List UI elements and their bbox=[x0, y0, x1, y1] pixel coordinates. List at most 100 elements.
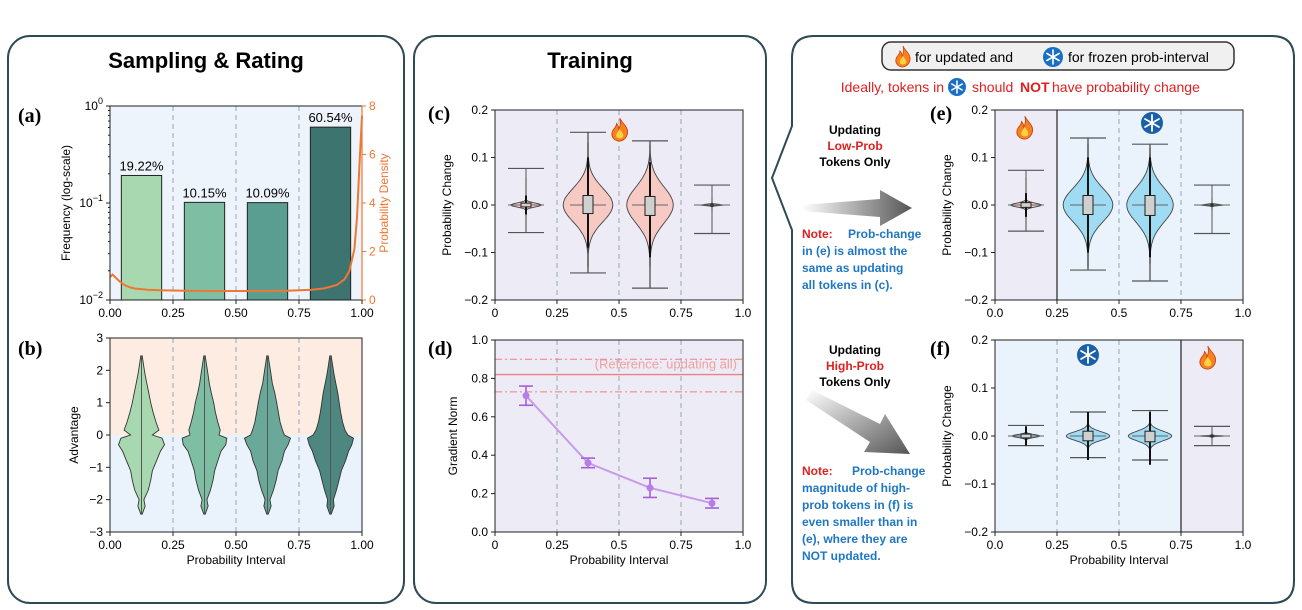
x-tick-label: 0.75 bbox=[287, 538, 311, 552]
y-tick-label: 0.2 bbox=[971, 333, 988, 347]
fire-icon bbox=[1199, 345, 1217, 370]
note-bottom-label: Note: bbox=[802, 464, 833, 478]
y-axis-label: Gradient Norm bbox=[446, 397, 460, 476]
chart-c: −0.2 −0.1 0.0 0.1 0.2 0 0.25 0.5 0.75 1.0 Probabil… bbox=[428, 103, 752, 320]
y-tick-label: −2 bbox=[89, 493, 103, 507]
y-tick-label: 0.0 bbox=[971, 429, 988, 443]
y-tick-label: −1 bbox=[89, 460, 103, 474]
x-tick-label: 0.5 bbox=[611, 306, 628, 320]
x-axis-label: Probability Interval bbox=[570, 553, 669, 567]
x-tick-label: 0.50 bbox=[224, 538, 248, 552]
y-tick-label: 0.1 bbox=[971, 381, 988, 395]
snowflake-icon bbox=[1141, 112, 1163, 134]
y-tick-label: −0.2 bbox=[964, 525, 988, 539]
arrow-top-line2: Low-Prob bbox=[827, 139, 882, 153]
y-axis-label: Probability Change bbox=[940, 154, 954, 256]
y2-tick-label: 8 bbox=[369, 99, 376, 113]
y-tick-label: 1 bbox=[96, 396, 103, 410]
violin-box bbox=[1144, 195, 1156, 216]
x-tick-label: 0.25 bbox=[1045, 538, 1069, 552]
ideal-text-part4: have probability change bbox=[1052, 79, 1200, 95]
y-tick-label: −0.1 bbox=[964, 246, 988, 260]
note-top: Note: Prob-change in (e) is almost the s… bbox=[802, 227, 922, 292]
bar bbox=[120, 174, 163, 301]
y-tick-label: −0.2 bbox=[964, 293, 988, 307]
x-axis-label: Probability Interval bbox=[1070, 553, 1169, 567]
y-tick-label: 0.0 bbox=[971, 198, 988, 212]
x-tick-label: 1.0 bbox=[735, 306, 752, 320]
violin-box bbox=[1082, 430, 1094, 442]
violin-dot bbox=[1210, 434, 1214, 438]
x-tick-label: 0.0 bbox=[987, 306, 1004, 320]
chart-a: 19.22% 10.15% 10.09% 60.54% 0 2 4 6 8 10−2 10−1 100… bbox=[18, 96, 391, 320]
snowflake-icon-arm bbox=[1144, 118, 1160, 128]
panel-label: (c) bbox=[428, 103, 450, 125]
reference-label: (Reference: updating all) bbox=[595, 357, 737, 372]
y-tick-label: 0 bbox=[96, 428, 103, 442]
x-tick-label: 0.25 bbox=[545, 306, 569, 320]
violin-dot bbox=[710, 203, 714, 207]
x-tick-label: 0.5 bbox=[1111, 538, 1128, 552]
ideal-text-part2: should bbox=[972, 79, 1013, 95]
x-tick-label: 0 bbox=[492, 538, 499, 552]
y2-tick-label: 4 bbox=[369, 196, 376, 210]
panel-label: (b) bbox=[18, 338, 42, 360]
x-axis-label: Probability Interval bbox=[187, 553, 286, 567]
violin-box bbox=[1020, 202, 1032, 208]
y-axis-label: Probability Change bbox=[940, 385, 954, 487]
ideal-snowflake-icon bbox=[948, 78, 966, 96]
x-tick-label: 0.5 bbox=[1111, 306, 1128, 320]
x-tick-label: 1.0 bbox=[1235, 538, 1252, 552]
y2-tick-label: 0 bbox=[369, 293, 376, 307]
violin-box bbox=[582, 195, 594, 215]
chart-f: −0.2 −0.1 0.0 0.1 0.2 0.0 0.25 0.5 0.75 1.0 Probab… bbox=[930, 333, 1252, 567]
arrow-bottom bbox=[806, 390, 910, 454]
note-bottom-line: Prob-change bbox=[852, 464, 926, 478]
y-tick-label: 0.2 bbox=[471, 103, 488, 117]
x-tick-label: 0.50 bbox=[224, 306, 248, 320]
bar-data-label: 60.54% bbox=[308, 110, 353, 125]
bar bbox=[246, 202, 289, 301]
y-axis-label: Frequency (log-scale) bbox=[59, 145, 73, 261]
charts-layer: 19.22%10.15% 10.09%60.54%0246810−210−1100… bbox=[18, 96, 1252, 567]
arrow-top-line1: Updating bbox=[829, 123, 881, 137]
note-top-line: same as updating bbox=[802, 261, 903, 275]
violin-box bbox=[1144, 430, 1156, 443]
x-tick-label: 0.25 bbox=[545, 538, 569, 552]
y-tick-label: 0.2 bbox=[471, 487, 488, 501]
note-top-label: Note: bbox=[802, 227, 833, 241]
x-tick-label: 0.00 bbox=[98, 306, 122, 320]
x-tick-label: 0.5 bbox=[611, 538, 628, 552]
y-tick-label: −3 bbox=[89, 525, 103, 539]
violin-box bbox=[644, 195, 656, 216]
y-axis-label: Probability Change bbox=[440, 154, 454, 256]
y-tick-label: 0.4 bbox=[471, 448, 488, 462]
y-tick-label: 0.2 bbox=[971, 103, 988, 117]
y-tick-label: 0.1 bbox=[471, 151, 488, 165]
x-tick-label: 0.75 bbox=[1169, 306, 1193, 320]
y-tick-label: 0.1 bbox=[971, 151, 988, 165]
ideal-text-part3: NOT bbox=[1020, 79, 1050, 95]
density-line bbox=[109, 115, 363, 292]
y-tick-label: 100 bbox=[85, 96, 103, 113]
series-point bbox=[584, 459, 592, 467]
arrow-bottom-line2: High-Prob bbox=[826, 359, 884, 373]
x-tick-label: 0.25 bbox=[161, 538, 185, 552]
series-point bbox=[646, 484, 654, 492]
arrow-top-line3: Tokens Only bbox=[819, 155, 890, 169]
note-bottom-line: (e), where they are bbox=[802, 532, 908, 546]
y-tick-label: 10−1 bbox=[79, 193, 103, 210]
y-tick-label: 1.0 bbox=[471, 333, 488, 347]
x-tick-label: 0.25 bbox=[1045, 306, 1069, 320]
x-tick-label: 1.0 bbox=[1235, 306, 1252, 320]
left-panel-title: Sampling & Rating bbox=[108, 48, 304, 73]
y-tick-label: 0.0 bbox=[471, 198, 488, 212]
x-tick-label: 0.0 bbox=[987, 538, 1004, 552]
y-tick-label: 0.6 bbox=[471, 410, 488, 424]
panel-label: (e) bbox=[930, 103, 952, 125]
y-tick-label: 2 bbox=[96, 363, 103, 377]
fire-icon-inner bbox=[1204, 357, 1212, 367]
note-top-line: in (e) is almost the bbox=[802, 244, 908, 258]
panel-label: (f) bbox=[930, 338, 950, 360]
